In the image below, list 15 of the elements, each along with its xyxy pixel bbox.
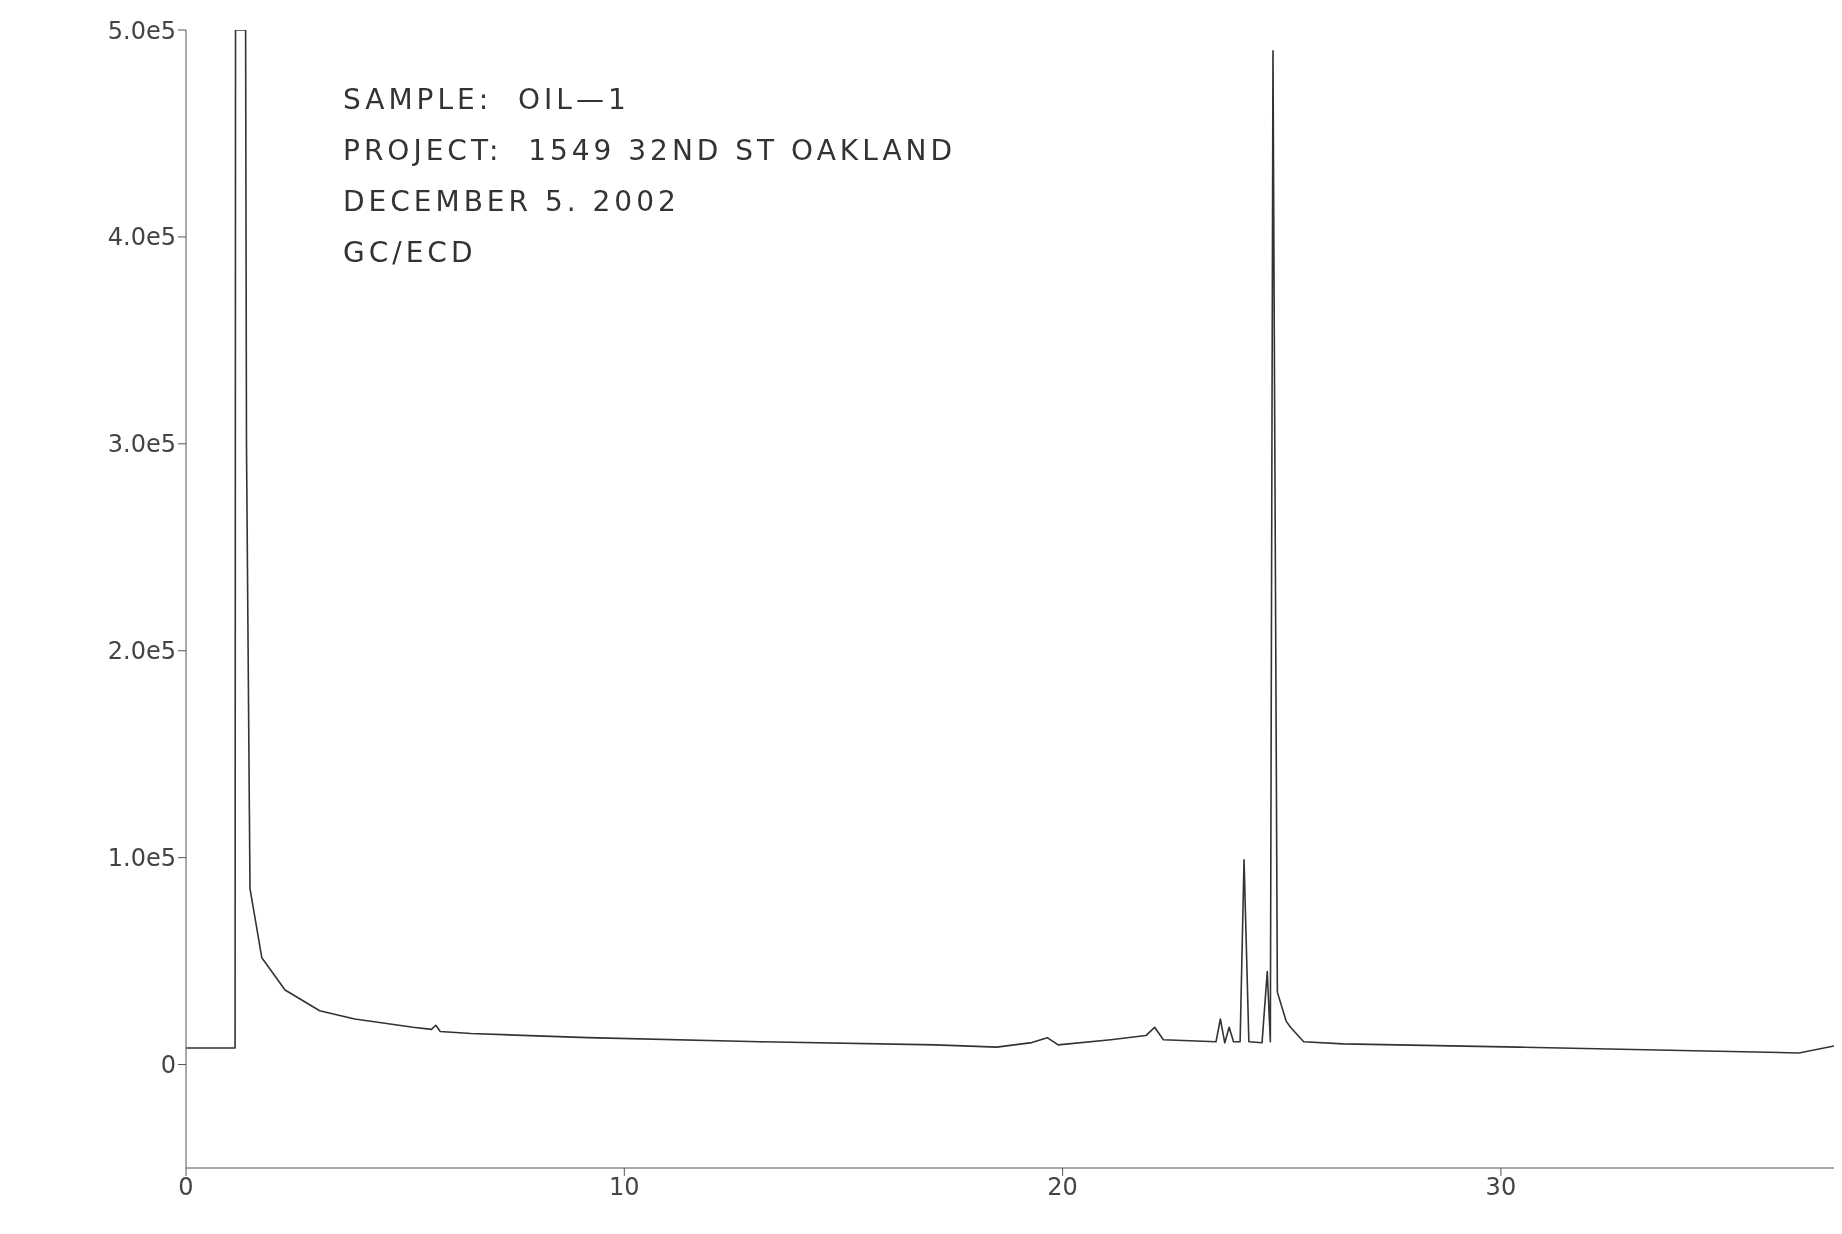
x-tick-label: 30 bbox=[1485, 1173, 1517, 1202]
annotation: DECEMBER 5. 2002 bbox=[343, 184, 681, 220]
x-tick-label: 0 bbox=[178, 1173, 194, 1202]
annotation: PROJECT: 1549 32ND ST OAKLAND bbox=[343, 133, 957, 169]
y-tick-label: 1.0e5 bbox=[107, 844, 176, 873]
y-tick-label: 3.0e5 bbox=[107, 430, 176, 459]
x-tick-label: 10 bbox=[609, 1173, 640, 1202]
y-tick-label: 0 bbox=[160, 1051, 176, 1080]
y-tick-label: 5.0e5 bbox=[107, 16, 176, 45]
x-tick-label: 20 bbox=[1047, 1173, 1078, 1202]
y-tick-label: 4.0e5 bbox=[107, 223, 176, 252]
annotation: SAMPLE: OIL—1 bbox=[343, 82, 631, 118]
annotation: GC/ECD bbox=[343, 235, 478, 271]
y-tick-label: 2.0e5 bbox=[107, 637, 176, 666]
line-series bbox=[186, 30, 1834, 1054]
